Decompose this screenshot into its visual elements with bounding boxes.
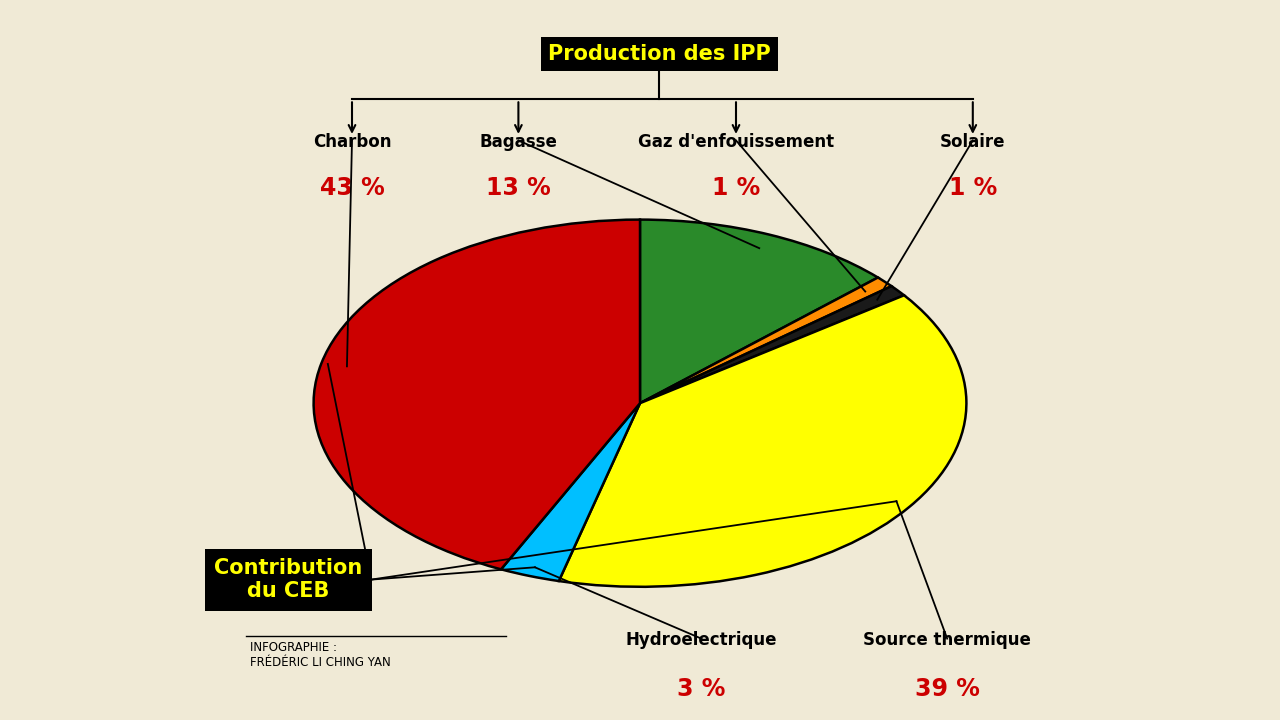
Wedge shape <box>640 286 904 403</box>
Text: Bagasse: Bagasse <box>480 133 557 151</box>
Text: Gaz d'enfouissement: Gaz d'enfouissement <box>637 133 835 151</box>
Wedge shape <box>500 403 640 581</box>
Text: 43 %: 43 % <box>320 176 384 200</box>
Text: 39 %: 39 % <box>915 677 979 701</box>
Text: Contribution
du CEB: Contribution du CEB <box>214 558 362 601</box>
Text: Hydroelectrique: Hydroelectrique <box>626 631 777 649</box>
Text: 1 %: 1 % <box>712 176 760 200</box>
Wedge shape <box>640 220 878 403</box>
Text: 3 %: 3 % <box>677 677 726 701</box>
Text: Solaire: Solaire <box>940 133 1006 151</box>
Text: Production des IPP: Production des IPP <box>548 44 771 64</box>
Wedge shape <box>559 295 966 587</box>
Wedge shape <box>640 277 891 403</box>
Text: Source thermique: Source thermique <box>863 631 1032 649</box>
Text: Charbon: Charbon <box>312 133 392 151</box>
Wedge shape <box>314 220 640 570</box>
Text: 1 %: 1 % <box>948 176 997 200</box>
Text: 13 %: 13 % <box>486 176 550 200</box>
Text: INFOGRAPHIE :
FRÉDÉRIC LI CHING YAN: INFOGRAPHIE : FRÉDÉRIC LI CHING YAN <box>250 642 390 669</box>
